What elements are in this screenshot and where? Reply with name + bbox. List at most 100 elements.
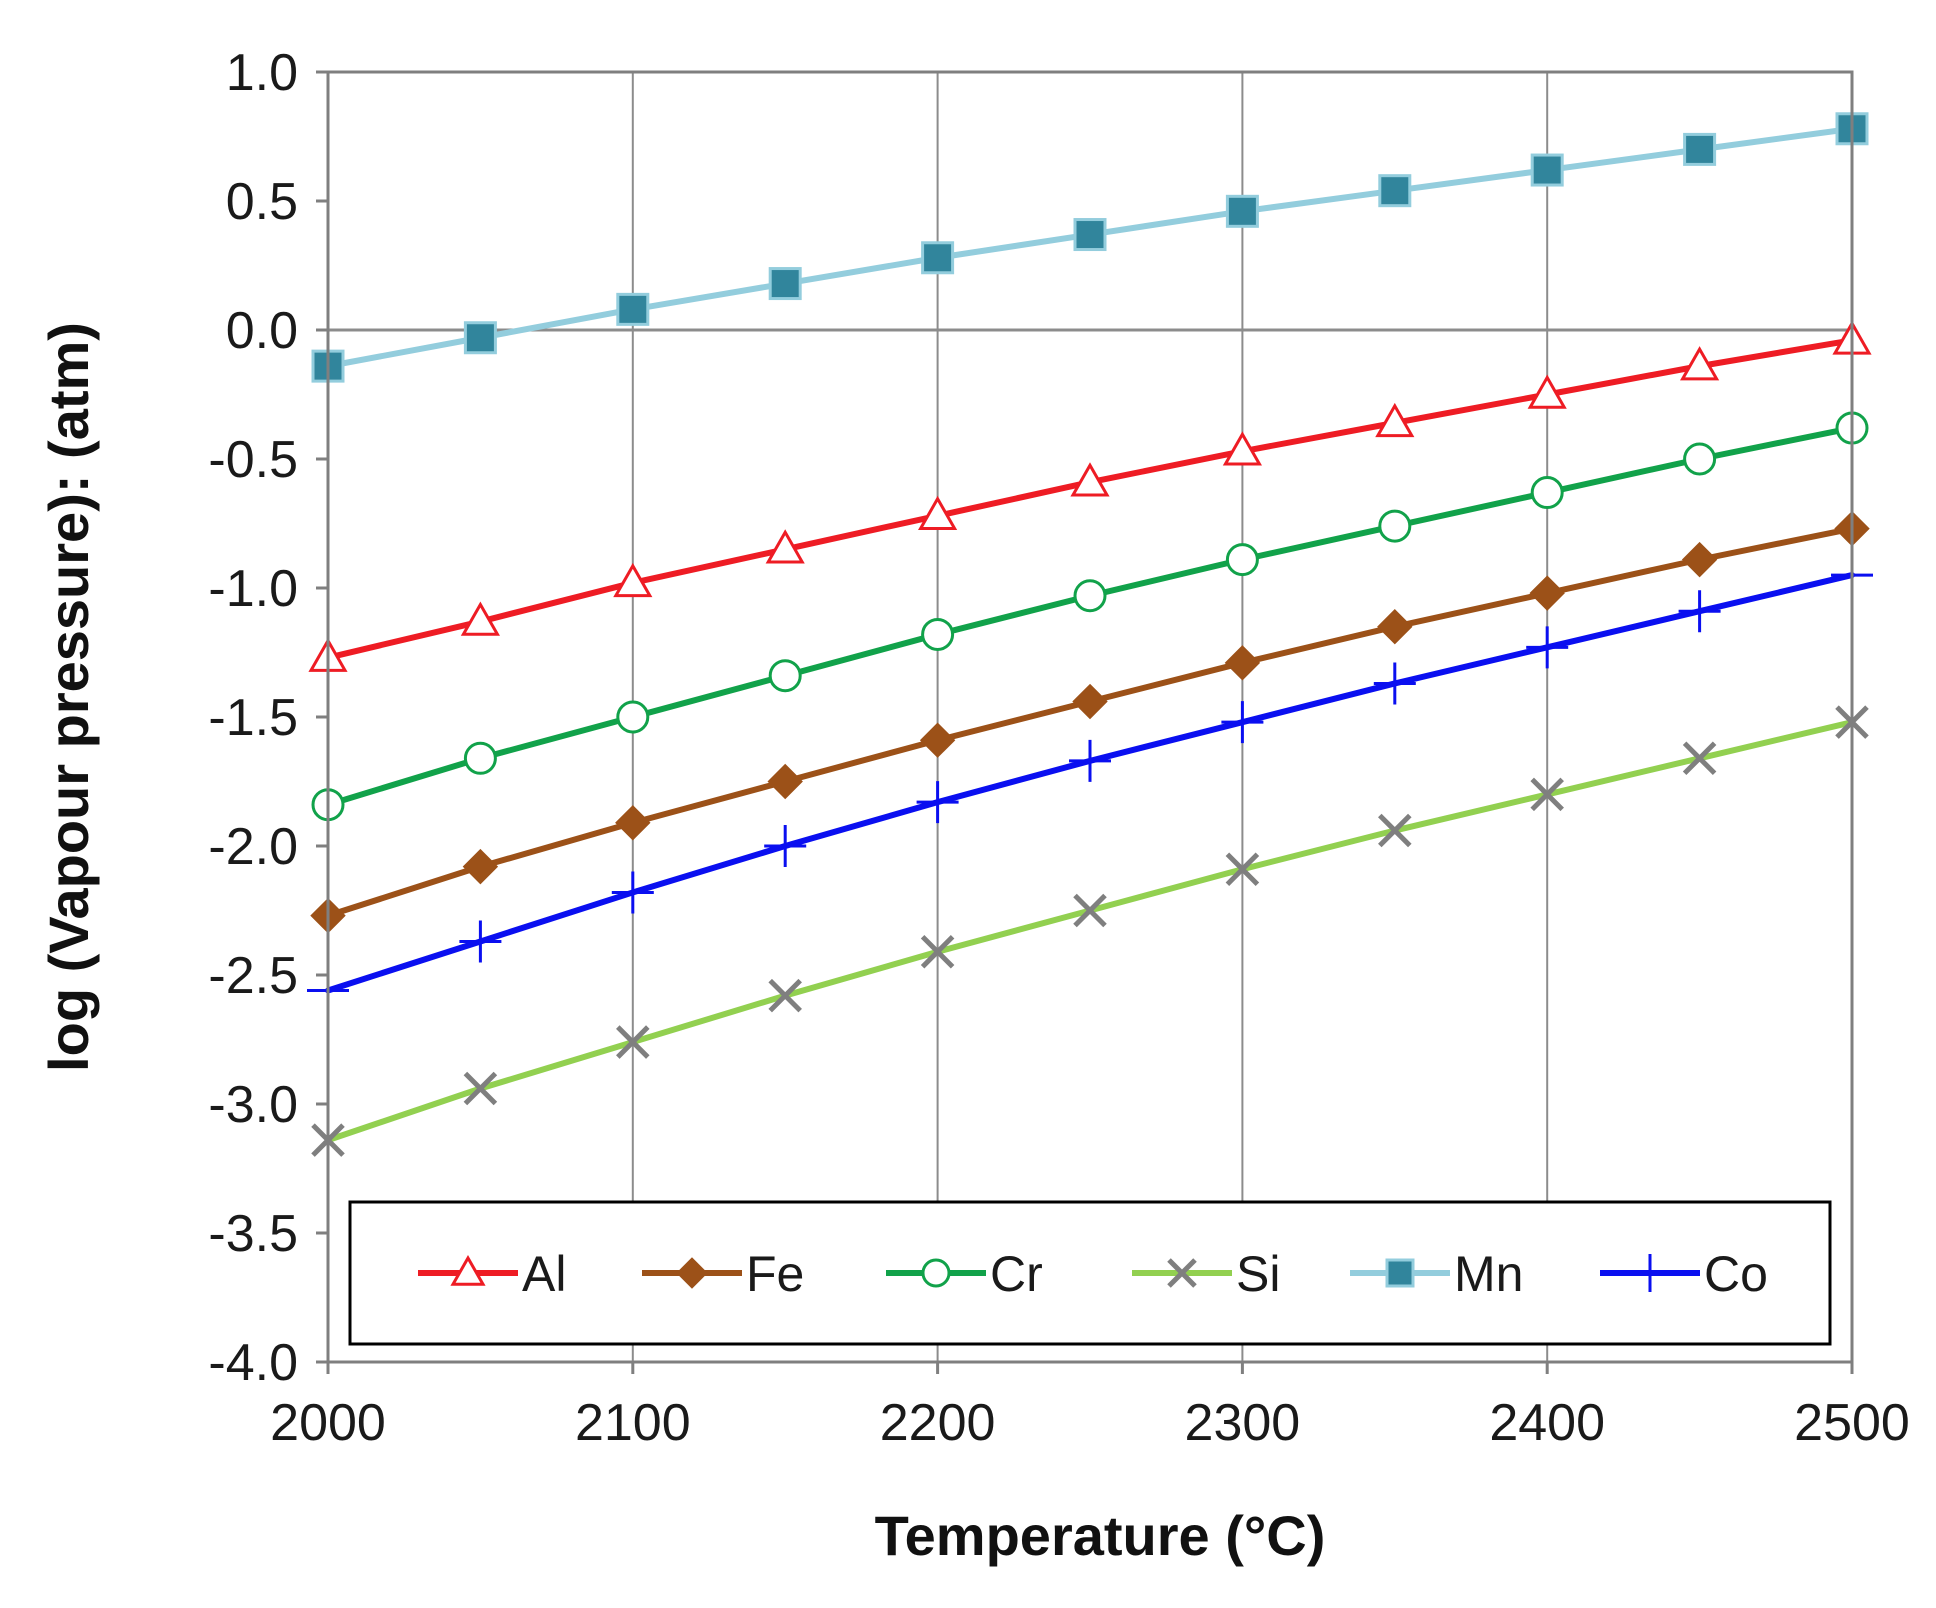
data-point-fe: [462, 848, 499, 885]
y-tick-label: 0.0: [226, 302, 298, 360]
data-point-co: [916, 781, 959, 824]
data-point-fe: [1529, 575, 1565, 611]
data-point-mn: [1378, 174, 1412, 208]
y-tick-label: -0.5: [208, 431, 298, 489]
data-point-si: [1073, 893, 1107, 928]
data-point-mn: [921, 241, 955, 275]
data-point-cr: [768, 659, 802, 693]
data-point-fe: [1681, 541, 1718, 578]
x-tick-label: 2000: [270, 1394, 386, 1452]
data-point-mn: [768, 267, 802, 301]
data-point-mn: [463, 321, 497, 355]
x-tick-label: 2100: [575, 1394, 691, 1452]
data-point-si: [616, 1025, 650, 1059]
legend-item-cr: Cr: [886, 1246, 1043, 1302]
data-point-mn: [1530, 153, 1564, 187]
x-tick-label: 2200: [880, 1394, 996, 1452]
data-point-co: [1526, 626, 1569, 669]
legend-marker-mn: [1385, 1258, 1415, 1288]
data-point-co: [1069, 739, 1111, 782]
y-tick-label: -1.0: [208, 560, 298, 618]
series-al: [308, 320, 1872, 672]
x-tick-label: 2500: [1794, 1394, 1910, 1452]
data-point-al: [918, 495, 958, 531]
data-point-fe: [1072, 683, 1108, 720]
data-point-cr: [1378, 509, 1412, 543]
series-si: [311, 705, 1869, 1157]
legend-item-co: Co: [1600, 1246, 1768, 1302]
y-tick-label: 0.5: [226, 173, 298, 231]
tick-labels: 2000 2100 2200 2300 2400 2500 -4.0 -3.5 -3.0 -2.5…: [208, 44, 1909, 1452]
series-layer: [307, 112, 1873, 1157]
legend-marker-al: [450, 1254, 486, 1286]
data-point-al: [1680, 346, 1720, 381]
data-point-fe: [1224, 645, 1261, 681]
data-point-si: [1682, 741, 1717, 776]
data-point-al: [1070, 462, 1110, 497]
data-point-cr: [921, 617, 955, 651]
series-mn: [311, 112, 1869, 383]
legend-label-mn: Mn: [1454, 1246, 1523, 1302]
data-point-co: [459, 920, 502, 963]
data-point-cr: [1073, 579, 1107, 613]
legend-item-al: Al: [418, 1246, 566, 1302]
data-point-al: [460, 601, 500, 636]
data-point-si: [768, 978, 802, 1013]
legend-item-fe: Fe: [642, 1246, 804, 1302]
y-tick-label: -2.0: [208, 818, 298, 876]
legend-label-co: Co: [1704, 1246, 1768, 1302]
y-tick-label: -1.5: [208, 689, 298, 747]
series-fe: [310, 510, 1870, 934]
data-point-fe: [767, 763, 803, 800]
data-point-cr: [1225, 543, 1259, 577]
data-point-al: [765, 529, 805, 564]
data-point-co: [611, 871, 654, 914]
legend-label-cr: Cr: [990, 1246, 1043, 1302]
y-tick-label: -2.5: [208, 947, 298, 1005]
legend-item-si: Si: [1132, 1246, 1280, 1302]
data-point-co: [1678, 590, 1721, 633]
x-tick-label: 2400: [1489, 1394, 1605, 1452]
data-point-al: [1375, 402, 1415, 438]
plot-frame: [326, 70, 1854, 1364]
y-tick-label: -3.5: [208, 1205, 298, 1263]
series-cr: [311, 411, 1869, 822]
y-tick-label: -4.0: [208, 1334, 298, 1392]
legend-label-fe: Fe: [746, 1246, 804, 1302]
data-point-co: [764, 825, 807, 867]
data-point-al: [1527, 374, 1567, 409]
data-point-al: [1222, 431, 1262, 466]
data-point-mn: [1683, 132, 1717, 166]
y-tick-label: -3.0: [208, 1076, 298, 1134]
data-point-si: [920, 935, 955, 969]
legend-label-al: Al: [522, 1246, 566, 1302]
y-tick-label: 1.0: [226, 44, 298, 102]
data-point-cr: [616, 700, 650, 734]
legend-marker-cr: [921, 1258, 951, 1288]
data-point-cr: [463, 741, 497, 775]
data-point-mn: [616, 292, 650, 326]
data-point-si: [1225, 852, 1260, 886]
x-axis-title: Temperature (°C): [875, 1504, 1326, 1567]
legend-box: [348, 1200, 1832, 1346]
data-point-mn: [1225, 194, 1259, 228]
data-point-co: [1221, 701, 1264, 744]
data-point-cr: [1683, 442, 1717, 476]
data-point-si: [1530, 777, 1564, 812]
data-point-co: [1373, 662, 1416, 705]
data-point-si: [463, 1071, 498, 1106]
legend-marker-co: [1631, 1254, 1669, 1292]
x-tick-label: 2300: [1185, 1394, 1301, 1452]
y-axis-title: log (Vapour pressure): (atm): [37, 322, 100, 1072]
data-point-fe: [1377, 608, 1413, 645]
legend-marker-fe: [676, 1257, 708, 1289]
data-point-al: [613, 562, 653, 598]
legend-marker-si: [1167, 1258, 1197, 1288]
legend: Al Fe Cr Si Mn Co: [348, 1200, 1832, 1346]
data-point-fe: [615, 805, 651, 841]
data-point-cr: [1530, 476, 1564, 510]
data-point-si: [1378, 813, 1412, 848]
data-point-mn: [1073, 218, 1107, 252]
data-point-fe: [919, 722, 956, 758]
